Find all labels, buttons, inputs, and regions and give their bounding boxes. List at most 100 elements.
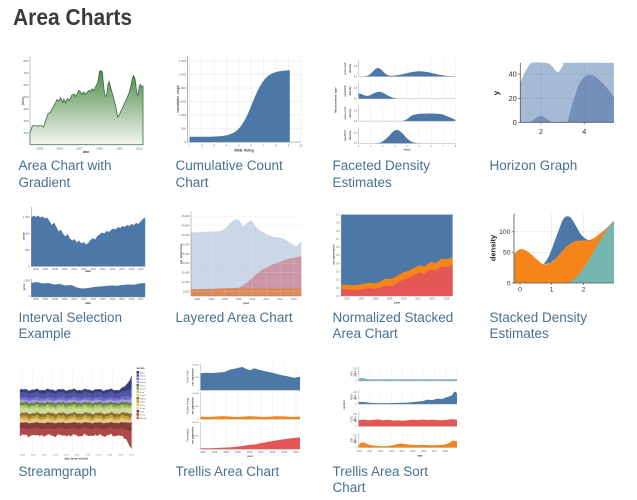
- svg-text:100: 100: [353, 398, 358, 400]
- svg-text:40: 40: [508, 70, 516, 79]
- svg-text:20,000: 20,000: [192, 377, 199, 379]
- svg-text:4: 4: [226, 144, 228, 148]
- svg-text:2012: 2012: [258, 451, 264, 454]
- svg-text:2014: 2014: [429, 297, 435, 301]
- svg-text:2004: 2004: [208, 297, 214, 301]
- svg-text:date: date: [85, 301, 92, 305]
- svg-text:9: 9: [288, 144, 290, 148]
- svg-text:2008: 2008: [387, 297, 393, 301]
- svg-text:7: 7: [443, 145, 445, 148]
- svg-text:0.5: 0.5: [354, 65, 358, 68]
- svg-text:petalWidth: petalWidth: [344, 84, 347, 96]
- svg-text:500: 500: [23, 95, 28, 99]
- svg-text:100: 100: [353, 420, 358, 422]
- svg-text:2015: 2015: [119, 297, 125, 301]
- svg-text:1: 1: [370, 145, 372, 148]
- svg-text:2004: 2004: [358, 297, 364, 301]
- svg-text:AMZN: AMZN: [351, 393, 354, 400]
- svg-text:0.7: 0.7: [336, 237, 340, 241]
- svg-text:density: density: [348, 86, 352, 96]
- svg-text:500: 500: [25, 248, 30, 252]
- svg-text:Renewables: Renewables: [187, 428, 190, 442]
- svg-text:cumulative_count: cumulative_count: [176, 85, 180, 113]
- svg-text:5: 5: [238, 144, 240, 148]
- svg-text:price: price: [355, 416, 357, 422]
- svg-text:Agric: Agric: [140, 371, 146, 374]
- svg-text:0.2: 0.2: [336, 278, 340, 282]
- svg-text:2000: 2000: [357, 451, 363, 453]
- svg-text:2016: 2016: [444, 297, 450, 301]
- svg-text:0.0: 0.0: [354, 142, 358, 145]
- svg-text:200: 200: [353, 392, 358, 394]
- svg-text:0: 0: [28, 294, 30, 298]
- svg-text:300: 300: [23, 119, 28, 123]
- svg-text:40,000: 40,000: [192, 364, 199, 366]
- svg-text:2006: 2006: [33, 267, 39, 271]
- svg-text:Educa: Educa: [140, 382, 147, 384]
- svg-text:0.3: 0.3: [336, 270, 340, 274]
- svg-text:net_generation: net_generation: [192, 397, 195, 415]
- svg-text:date (year-month): date (year-month): [64, 456, 88, 460]
- svg-text:1,500: 1,500: [178, 100, 186, 104]
- svg-text:700: 700: [23, 71, 28, 75]
- svg-text:Trans: Trans: [140, 414, 146, 417]
- svg-text:petalLength: petalLength: [344, 62, 347, 75]
- svg-text:2006: 2006: [85, 455, 91, 457]
- svg-text:10,000: 10,000: [182, 280, 190, 284]
- svg-text:series: series: [137, 366, 146, 370]
- svg-text:20,000: 20,000: [192, 406, 199, 408]
- svg-text:price: price: [355, 393, 357, 399]
- svg-text:100: 100: [353, 441, 358, 443]
- svg-text:400: 400: [23, 107, 28, 111]
- svg-text:density: density: [348, 108, 352, 118]
- svg-text:2010: 2010: [71, 267, 77, 271]
- svg-text:0: 0: [507, 280, 511, 287]
- svg-text:2009: 2009: [62, 267, 68, 271]
- svg-text:0: 0: [198, 449, 200, 451]
- svg-text:symbol: symbol: [342, 400, 346, 409]
- svg-text:2016: 2016: [291, 297, 297, 301]
- svg-text:2017: 2017: [138, 297, 144, 301]
- svg-text:4: 4: [582, 127, 586, 136]
- svg-text:200: 200: [23, 131, 28, 135]
- svg-text:2008: 2008: [443, 451, 449, 453]
- svg-text:2012: 2012: [415, 297, 421, 301]
- svg-text:50: 50: [503, 250, 511, 257]
- svg-text:date: date: [83, 150, 90, 154]
- svg-text:2008: 2008: [236, 297, 242, 301]
- svg-text:2004: 2004: [400, 451, 406, 453]
- svg-text:4: 4: [406, 145, 408, 148]
- svg-text:600: 600: [23, 83, 28, 87]
- svg-text:1,500: 1,500: [23, 215, 30, 219]
- svg-text:2012: 2012: [90, 297, 96, 301]
- svg-text:45,000: 45,000: [182, 214, 190, 218]
- svg-text:8: 8: [455, 145, 457, 148]
- svg-text:2002: 2002: [344, 297, 350, 301]
- svg-text:2007: 2007: [96, 455, 102, 457]
- svg-text:0: 0: [356, 426, 358, 428]
- svg-text:1,000: 1,000: [178, 113, 186, 117]
- svg-text:2010: 2010: [401, 297, 407, 301]
- svg-text:2009: 2009: [116, 147, 123, 151]
- svg-text:2016: 2016: [129, 267, 135, 271]
- svg-text:2008: 2008: [52, 297, 58, 301]
- svg-text:net_generation: net_generation: [332, 244, 336, 264]
- svg-text:2007: 2007: [432, 451, 438, 453]
- svg-text:3,000: 3,000: [178, 59, 186, 63]
- svg-text:25,000: 25,000: [182, 252, 190, 256]
- svg-text:price: price: [22, 283, 26, 290]
- svg-text:2004: 2004: [212, 451, 218, 454]
- svg-text:0.9: 0.9: [336, 221, 340, 225]
- svg-text:2009: 2009: [62, 297, 68, 301]
- svg-text:200: 200: [353, 414, 358, 416]
- svg-text:sepalLength: sepalLength: [344, 106, 347, 120]
- svg-text:0: 0: [28, 264, 30, 268]
- svg-text:0.0: 0.0: [354, 75, 358, 78]
- svg-text:100: 100: [499, 229, 511, 236]
- svg-text:2005: 2005: [36, 147, 43, 151]
- svg-text:2002: 2002: [378, 451, 384, 453]
- svg-text:3: 3: [213, 144, 215, 148]
- svg-text:2011: 2011: [81, 267, 87, 271]
- svg-text:0: 0: [356, 381, 358, 383]
- svg-text:0.6: 0.6: [336, 245, 340, 249]
